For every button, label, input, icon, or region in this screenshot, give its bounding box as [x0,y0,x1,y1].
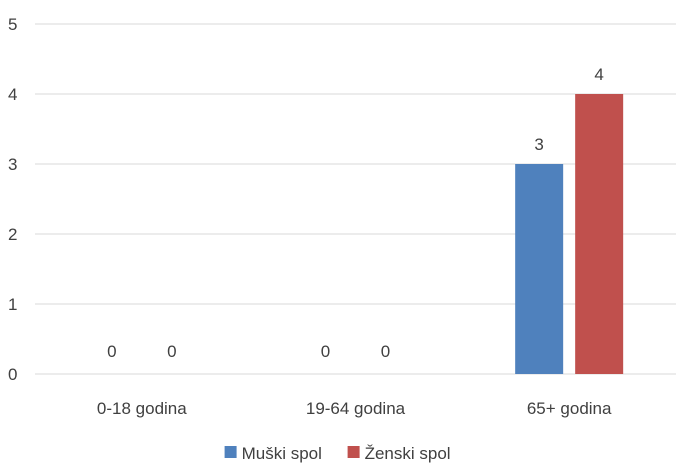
bar-2-1 [575,94,624,374]
x-tick-label: 65+ godina [527,399,612,418]
y-tick-label: 3 [8,155,17,174]
bars [515,94,624,374]
bar-2-0 [515,164,564,374]
y-tick-label: 1 [8,295,17,314]
y-tick-label: 0 [8,365,17,384]
data-labels: 0 0 0 0 3 4 [107,65,604,361]
data-label: 0 [167,342,176,361]
legend-label: Ženski spol [365,444,451,463]
data-label: 3 [534,135,543,154]
legend: Muški spol Ženski spol [224,444,451,463]
y-tick-label: 4 [8,85,17,104]
legend-label: Muški spol [242,444,322,463]
data-label: 0 [107,342,116,361]
x-tick-label: 0-18 godina [97,399,187,418]
legend-swatch-0 [224,446,237,458]
gridlines [35,23,676,375]
data-label: 4 [594,65,603,84]
data-label: 0 [381,342,390,361]
data-label: 0 [321,342,330,361]
legend-swatch-1 [347,446,360,458]
y-axis-ticks: 0 1 2 3 4 5 [8,15,17,384]
x-axis-ticks: 0-18 godina 19-64 godina 65+ godina [97,399,612,418]
y-tick-label: 2 [8,225,17,244]
y-tick-label: 5 [8,15,17,34]
x-tick-label: 19-64 godina [306,399,406,418]
